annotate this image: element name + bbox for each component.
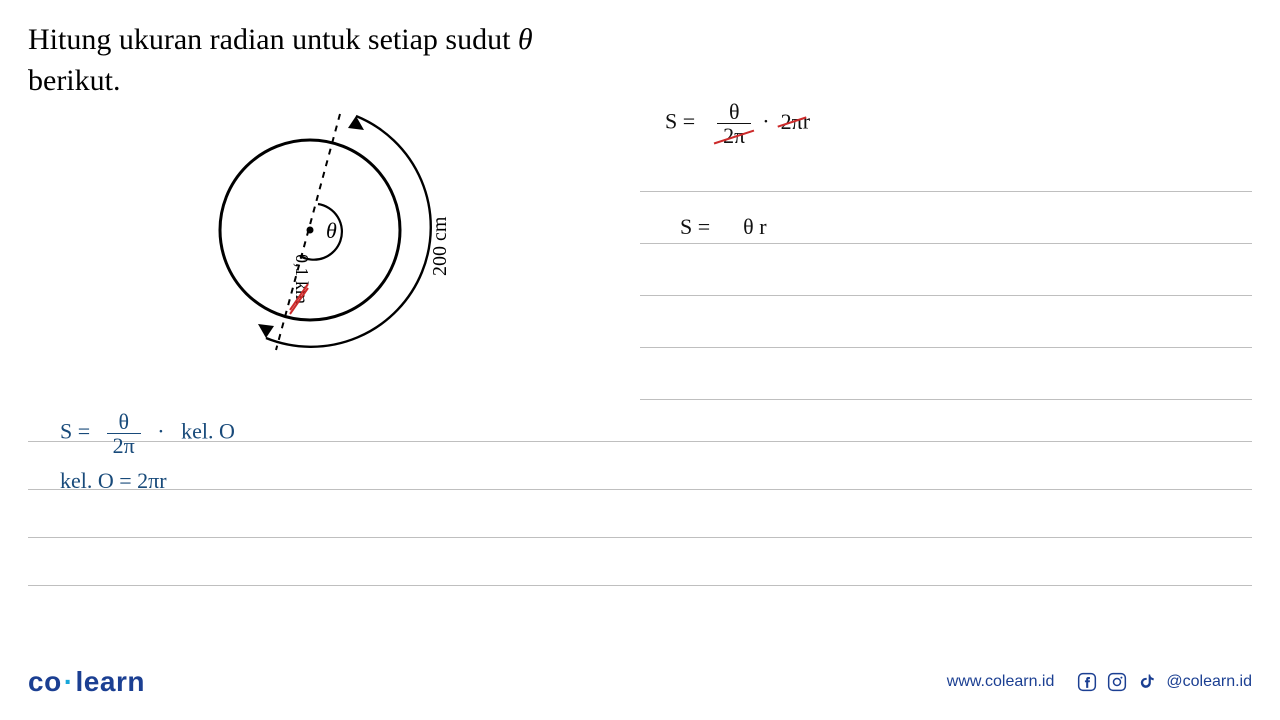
hw-line2: kel. O = 2πr	[60, 468, 167, 493]
handwriting-left-line1: S = θ 2π · kel. O	[60, 410, 235, 457]
center-dot	[307, 227, 314, 234]
hw-r1-tail-r: r	[803, 109, 810, 134]
hw-r2-seq: S =	[680, 214, 710, 239]
theta-label: θ	[326, 218, 337, 243]
handwriting-right-line2: S = θ r	[680, 214, 767, 240]
hw-s-eq: S =	[60, 419, 90, 444]
ruled-lines-right	[640, 140, 1252, 400]
footer-url: www.colearn.id	[947, 673, 1055, 691]
brand-dot: ·	[62, 666, 76, 697]
hw-r1-frac: θ 2π	[717, 100, 751, 147]
rule-line	[640, 348, 1252, 400]
hw-r1-tail-2pi: 2π	[781, 109, 803, 134]
question-line1: Hitung ukuran radian untuk setiap sudut	[28, 23, 518, 56]
hw-r2-rhs: θ r	[743, 214, 766, 239]
arc-label: 200 cm	[429, 216, 451, 276]
hw-r1-frac-num: θ	[717, 100, 751, 124]
footer: co·learn www.colearn.id @colearn.id	[28, 666, 1252, 698]
brand-logo: co·learn	[28, 666, 145, 698]
footer-handle: @colearn.id	[1166, 673, 1252, 691]
diagram-svg: θ 0,1 km 200 cm	[180, 100, 480, 360]
hw-kelO: kel. O	[181, 419, 235, 444]
facebook-icon	[1076, 671, 1098, 693]
hw-r1-dot: ·	[762, 109, 769, 134]
hw-frac: θ 2π	[107, 410, 141, 457]
question-line2: berikut.	[28, 64, 120, 97]
handwriting-left-line2: kel. O = 2πr	[60, 468, 167, 494]
rule-line	[28, 490, 1252, 538]
hw-r1-seq: S =	[665, 109, 695, 134]
page: Hitung ukuran radian untuk setiap sudut …	[0, 0, 1280, 720]
hw-r1-frac-den: 2π	[717, 124, 751, 147]
arc-label-group: 200 cm	[429, 216, 451, 276]
hw-frac-num: θ	[107, 410, 141, 434]
tiktok-icon	[1136, 671, 1158, 693]
handwriting-right-line1: S = θ 2π · 2πr	[665, 100, 810, 147]
hw-dot: ·	[157, 419, 164, 444]
social-icons: @colearn.id	[1076, 671, 1252, 693]
hw-r1-tail: 2πr	[781, 109, 810, 134]
rule-line	[640, 296, 1252, 348]
brand-learn: learn	[76, 666, 145, 697]
theta-symbol: θ	[518, 23, 533, 56]
question-text: Hitung ukuran radian untuk setiap sudut …	[28, 20, 1252, 101]
brand-co: co	[28, 666, 62, 697]
footer-right: www.colearn.id @colearn.id	[947, 671, 1252, 693]
rule-line	[28, 538, 1252, 586]
rule-line	[640, 244, 1252, 296]
instagram-icon	[1106, 671, 1128, 693]
radius-label-group: 0,1 km	[290, 254, 312, 314]
circle-diagram: θ 0,1 km 200 cm	[180, 100, 480, 360]
hw-frac-den: 2π	[107, 434, 141, 457]
arc-arrow-bottom	[258, 324, 274, 338]
